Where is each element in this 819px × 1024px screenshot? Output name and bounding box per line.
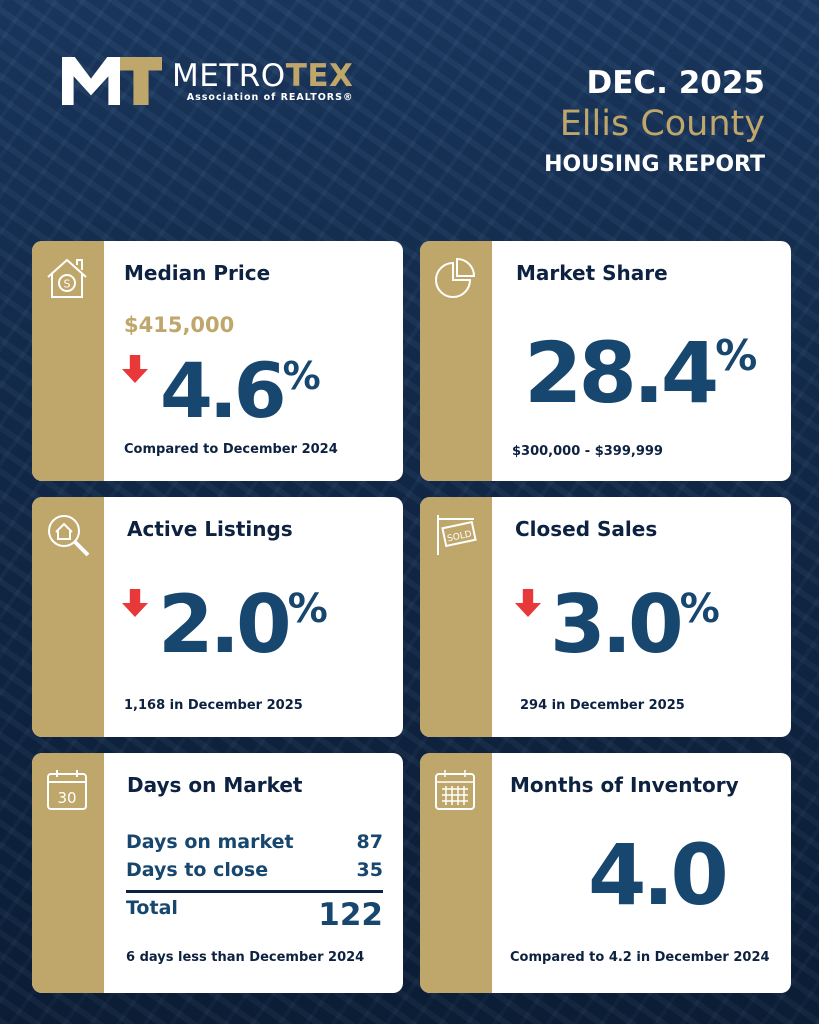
days-on-market-card: 30 Days on Market Days on market 87 Days … [32, 753, 403, 993]
down-arrow-icon [122, 589, 148, 617]
calendar-30-icon: 30 [47, 770, 87, 810]
card-title: Active Listings [127, 517, 293, 541]
report-header: DEC. 2025 Ellis County HOUSING REPORT [544, 64, 765, 182]
card-note: 1,168 in December 2025 [124, 698, 303, 713]
card-note: Compared to 4.2 in December 2024 [510, 950, 770, 965]
percent-sign: % [287, 586, 328, 632]
market-share-card: Market Share 28.4% $300,000 - $399,999 [420, 241, 791, 481]
card-note: 294 in December 2025 [520, 698, 685, 713]
svg-text:S: S [64, 278, 71, 291]
card-note: Compared to December 2024 [124, 442, 338, 457]
card-note: 6 days less than December 2024 [126, 950, 365, 965]
card-title: Median Price [124, 261, 271, 285]
median-price-value: $415,000 [124, 313, 235, 337]
county-name: Ellis County [559, 104, 765, 144]
house-search-icon [48, 515, 90, 557]
days-to-close-row: Days to close 35 [126, 859, 383, 881]
closed-sales-card: SOLD Closed Sales 3.0% 294 in December 2… [420, 497, 791, 737]
card-title: Market Share [516, 261, 668, 285]
pie-chart-icon [435, 257, 476, 298]
brand-subtitle: Association of REALTORS® [186, 91, 354, 103]
median-price-card: S Median Price $415,000 4.6% Compared to… [32, 241, 403, 481]
card-title: Days on Market [127, 773, 303, 797]
total-row: Total 122 [126, 897, 383, 933]
months-inventory-value: 4.0 [588, 826, 729, 924]
sold-sign-icon: SOLD [437, 515, 477, 555]
calendar-grid-icon [435, 770, 475, 810]
down-arrow-icon [515, 589, 541, 617]
active-listings-card: Active Listings 2.0% 1,168 in December 2… [32, 497, 403, 737]
card-title: Closed Sales [515, 517, 658, 541]
mt-logo-mark [62, 57, 162, 105]
percent-sign: % [679, 586, 720, 632]
percent-sign: % [282, 354, 321, 398]
market-share-value: 28.4 [524, 324, 719, 422]
house-dollar-icon: S [47, 258, 87, 298]
down-arrow-icon [122, 355, 148, 383]
months-inventory-card: Months of Inventory 4.0 Compared to 4.2 … [420, 753, 791, 993]
card-title: Months of Inventory [510, 773, 739, 797]
percent-sign: % [715, 331, 758, 380]
active-listings-change: 2.0 [158, 578, 292, 671]
median-price-change: 4.6 [160, 346, 287, 435]
svg-text:30: 30 [57, 789, 76, 807]
days-on-market-row: Days on market 87 [126, 831, 383, 853]
metrotex-logo: METROTEX Association of REALTORS® [62, 57, 353, 105]
brand-name-b: TEX [285, 57, 354, 94]
brand-name-a: METRO [172, 57, 286, 94]
report-title: HOUSING REPORT [544, 152, 765, 177]
total-divider [126, 890, 383, 893]
closed-sales-change: 3.0 [550, 578, 684, 671]
card-note: $300,000 - $399,999 [512, 444, 663, 459]
report-date: DEC. 2025 [586, 65, 765, 101]
